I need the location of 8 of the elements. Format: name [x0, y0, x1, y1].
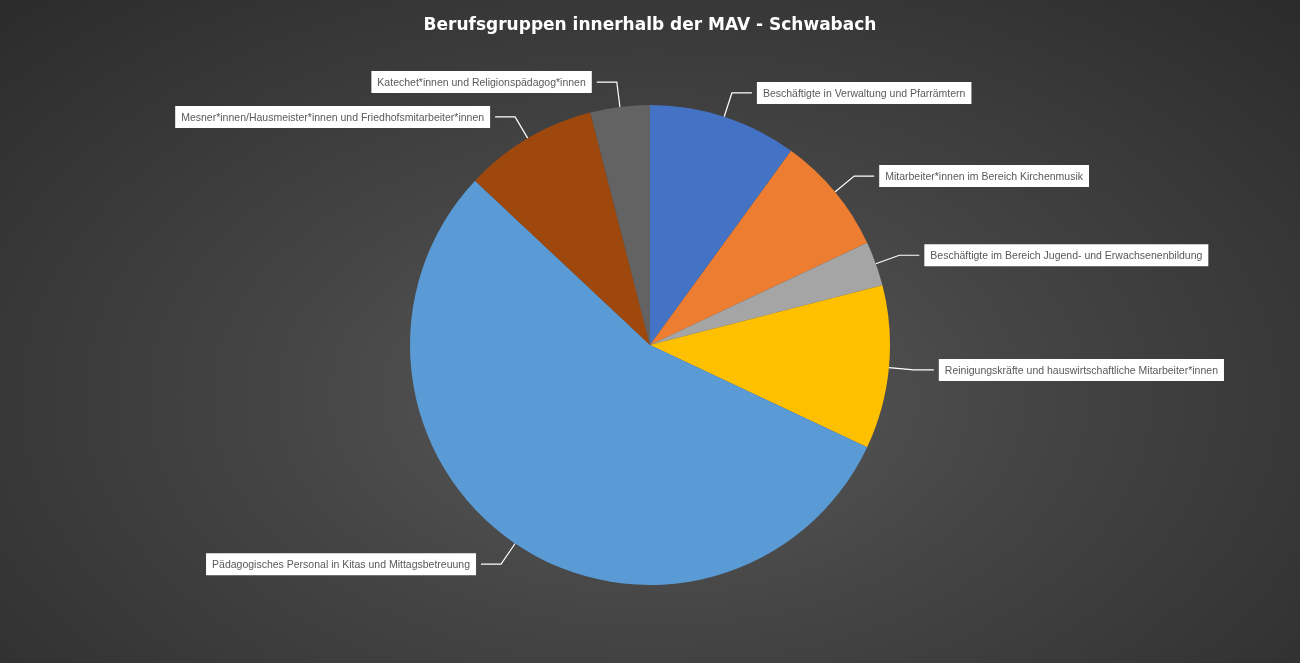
- slice-label: Beschäftigte im Bereich Jugend- und Erwachsenenbildung: [930, 249, 1203, 262]
- slice-label: Mitarbeiter*innen im Bereich Kirchenmusik: [885, 170, 1084, 183]
- slice-label: Katechet*innen und Religionspädagog*innen: [377, 76, 586, 89]
- slice-label: Reinigungskräfte und hauswirtschaftliche Mitarbeiter*innen: [944, 363, 1219, 376]
- slice-label: Pädagogisches Personal in Kitas und Mittagsbetreuung: [212, 558, 471, 571]
- chart-title: Berufsgruppen innerhalb der MAV - Schwabach: [423, 13, 877, 34]
- slice-label: Beschäftigte in Verwaltung und Pfarrämtern: [762, 86, 966, 99]
- slice-label: Mesner*innen/Hausmeister*innen und Friedhofsmitarbeiter*innen: [181, 110, 485, 123]
